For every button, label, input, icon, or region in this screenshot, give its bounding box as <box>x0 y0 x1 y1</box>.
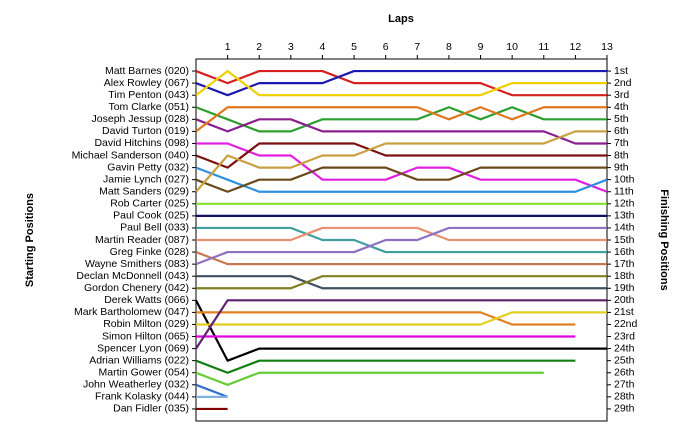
y-tick-label: Adrian Williams (022) <box>89 354 189 366</box>
x-tick-label: 10 <box>506 41 518 53</box>
y2-tick-label: 2nd <box>614 77 632 89</box>
x-tick-label: 3 <box>288 41 294 53</box>
position-line <box>195 299 607 350</box>
y-tick-label: Michael Sanderson (040) <box>72 149 189 161</box>
y-tick-label: Declan McDonnell (043) <box>76 270 189 282</box>
y2-tick-label: 29th <box>614 403 635 415</box>
position-line <box>195 226 607 266</box>
position-line <box>196 311 576 326</box>
y-tick-label: Gavin Petty (032) <box>107 161 189 173</box>
y2-tick-label: 15th <box>614 234 635 246</box>
y-tick-label: John Weatherley (032) <box>83 379 189 391</box>
position-line <box>196 226 607 254</box>
x-tick-label: 7 <box>414 41 420 53</box>
y-tick-label: Matt Sanders (029) <box>99 186 189 198</box>
x-tick-label: 5 <box>351 41 357 53</box>
y-tick-label: Greg Finke (028) <box>110 246 189 258</box>
y-tick-label: Joseph Jessup (028) <box>92 113 189 125</box>
y2-tick-label: 3rd <box>614 89 629 101</box>
y-tick-label: Rob Carter (025) <box>110 198 189 210</box>
y2-tick-label: 17th <box>614 258 635 270</box>
x-tick-label: 13 <box>601 41 613 53</box>
y2-tick-label: 5th <box>614 113 629 125</box>
position-line <box>196 226 607 242</box>
y2-tick-label: 12th <box>614 198 635 210</box>
position-line <box>195 142 607 169</box>
y2-tick-label: 13th <box>614 210 635 222</box>
y2-axis-title: Finishing Positions <box>658 189 670 290</box>
position-line <box>195 166 608 193</box>
position-line <box>195 118 607 145</box>
y2-tick-label: 7th <box>614 137 629 149</box>
y-tick-label: Tom Clarke (051) <box>108 101 189 113</box>
y2-tick-label: 27th <box>614 379 635 391</box>
y2-tick-label: 22nd <box>614 318 638 330</box>
y-tick-label: David Hitchins (098) <box>94 137 189 149</box>
y2-tick-label: 8th <box>614 149 629 161</box>
position-line <box>195 106 607 133</box>
position-line <box>195 166 607 193</box>
y2-tick-label: 21st <box>614 306 634 318</box>
position-line <box>195 299 607 362</box>
y2-tick-label: 10th <box>614 173 635 185</box>
position-line <box>195 130 607 193</box>
y2-tick-label: 25th <box>614 354 635 366</box>
position-line <box>196 275 607 290</box>
y-tick-label: Paul Bell (033) <box>120 222 189 234</box>
y2-tick-label: 14th <box>614 222 635 234</box>
y-tick-label: Mark Bartholomew (047) <box>74 306 189 318</box>
position-line <box>195 69 607 97</box>
chart-title: Laps <box>388 13 414 25</box>
x-tick-label: 6 <box>383 41 389 53</box>
y2-tick-label: 18th <box>614 270 635 282</box>
x-tick-label: 9 <box>478 41 484 53</box>
y2-tick-label: 26th <box>614 367 635 379</box>
y-tick-label: Wayne Smithers (083) <box>85 258 189 270</box>
position-line <box>196 275 607 290</box>
y-tick-label: David Turton (019) <box>102 125 189 137</box>
y-tick-label: Dan Fidler (035) <box>113 403 189 415</box>
y-tick-label: Gordon Chenery (042) <box>84 282 189 294</box>
position-line <box>196 311 607 326</box>
y-tick-label: Martin Gower (054) <box>99 367 189 379</box>
y-tick-label: Jamie Lynch (027) <box>103 173 189 185</box>
y-tick-label: Spencer Lyon (069) <box>97 342 189 354</box>
position-line <box>195 69 607 97</box>
y-tick-label: Matt Barnes (020) <box>105 65 189 77</box>
y-tick-label: Martin Reader (087) <box>95 234 189 246</box>
y2-tick-label: 6th <box>614 125 629 137</box>
position-line <box>195 69 607 97</box>
position-line <box>195 383 229 398</box>
x-tick-label: 12 <box>570 41 582 53</box>
y-tick-label: Frank Kolasky (044) <box>95 391 189 403</box>
y-axis-title: Starting Positions <box>24 193 36 287</box>
y-tick-label: Alex Rowley (067) <box>104 77 189 89</box>
x-tick-label: 11 <box>538 41 549 53</box>
y-tick-label: Paul Cook (025) <box>113 210 189 222</box>
x-tick-label: 8 <box>446 41 452 53</box>
y2-tick-label: 1st <box>614 65 628 77</box>
y2-tick-label: 23rd <box>614 330 635 342</box>
x-tick-label: 1 <box>225 41 231 53</box>
y2-tick-label: 16th <box>614 246 635 258</box>
x-tick-label: 4 <box>320 41 326 53</box>
y2-tick-label: 9th <box>614 161 629 173</box>
y2-tick-label: 28th <box>614 391 635 403</box>
y-tick-label: Derek Watts (066) <box>104 294 189 306</box>
x-tick-label: 2 <box>256 41 262 53</box>
y2-tick-label: 19th <box>614 282 635 294</box>
y-tick-label: Tim Penton (043) <box>108 89 189 101</box>
y-tick-label: Simon Hilton (065) <box>102 330 189 342</box>
position-line <box>195 251 607 266</box>
y2-tick-label: 24th <box>614 342 635 354</box>
y-tick-label: Robin Milton (029) <box>103 318 189 330</box>
position-line <box>195 371 544 386</box>
position-line <box>195 359 576 374</box>
position-line <box>195 106 607 133</box>
y2-tick-label: 20th <box>614 294 635 306</box>
y2-tick-label: 4th <box>614 101 629 113</box>
y2-tick-label: 11th <box>614 186 634 198</box>
